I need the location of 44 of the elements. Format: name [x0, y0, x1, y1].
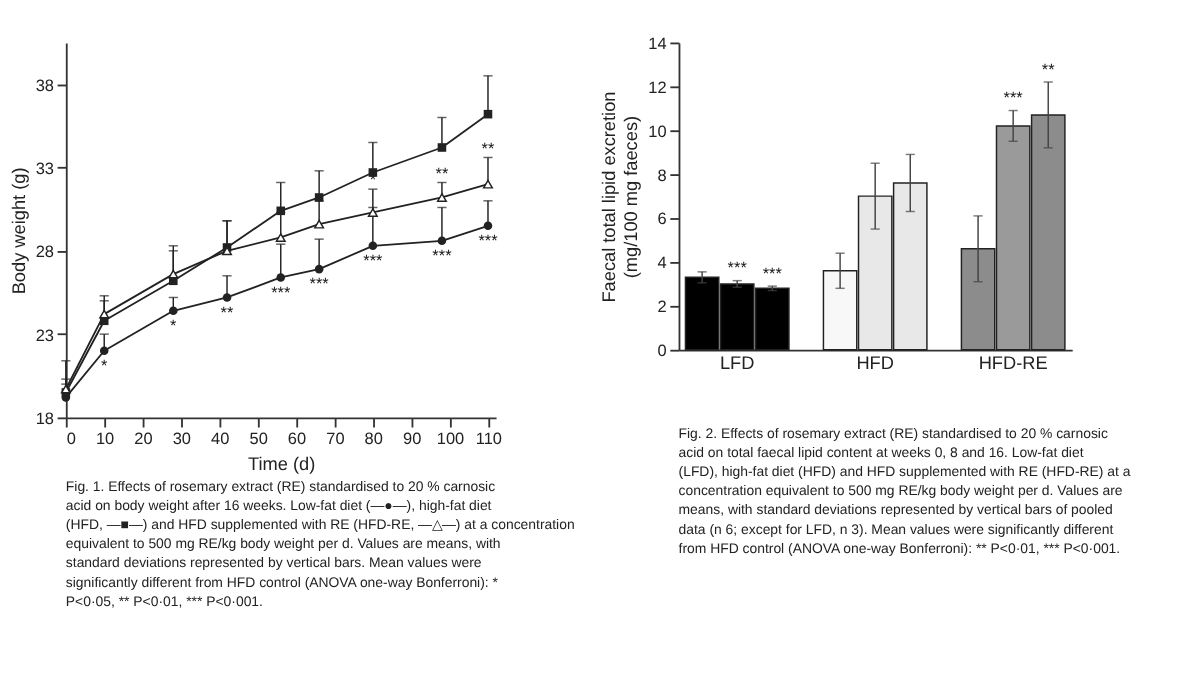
y-tick-label: 38: [35, 76, 55, 95]
y-tick-label: 33: [35, 159, 55, 178]
data-label: **: [1041, 60, 1057, 79]
data-label: ***: [762, 264, 784, 283]
data-label: ***: [363, 251, 385, 270]
x-tick-label: 110: [475, 429, 503, 448]
y-tick-label: 12: [648, 78, 668, 97]
data-label: ***: [309, 275, 331, 294]
y-tick-label: 23: [35, 326, 55, 345]
data-label: ***: [1003, 89, 1025, 108]
x-tick-label: 20: [134, 429, 154, 448]
data-label: ***: [478, 231, 500, 250]
y-axis-title: Faecal total lipid excretion (mg/100 mg faeces): [599, 91, 642, 303]
y-tick-label: 18: [35, 409, 55, 428]
data-label: **: [220, 303, 236, 322]
x-tick-label: 50: [249, 429, 269, 448]
x-tick-label: 80: [364, 429, 384, 448]
x-tick-label: HFD-RE: [978, 352, 1048, 373]
y-tick-label: 14: [648, 34, 668, 53]
x-axis-title: Time (d): [248, 453, 316, 474]
data-label: ***: [271, 283, 292, 302]
y-tick-label: 8: [657, 166, 668, 185]
data-label: **: [435, 164, 450, 183]
data-label: *: [170, 316, 179, 335]
data-label: ***: [727, 259, 749, 278]
x-tick-label: 100: [436, 429, 466, 448]
x-tick-label: 40: [211, 429, 231, 448]
x-tick-label: 90: [402, 429, 423, 448]
data-label: **: [481, 139, 496, 158]
x-tick-label: LFD: [719, 352, 756, 373]
x-tick-label: 10: [95, 429, 116, 448]
data-label: ***: [432, 246, 454, 265]
x-tick-label: 0: [66, 429, 77, 448]
x-tick-label: HFD: [856, 352, 895, 373]
y-axis-title: Body weight (g): [8, 167, 29, 295]
x-tick-label: 30: [172, 429, 192, 448]
y-tick-label: 28: [35, 243, 55, 262]
y-tick-label: 4: [657, 254, 668, 273]
data-label: *: [101, 356, 110, 375]
y-tick-label: 2: [657, 298, 668, 317]
y-tick-label: 6: [657, 210, 668, 229]
x-tick-label: 70: [326, 429, 346, 448]
x-tick-label: 60: [287, 429, 307, 448]
y-tick-label: 10: [648, 122, 668, 141]
